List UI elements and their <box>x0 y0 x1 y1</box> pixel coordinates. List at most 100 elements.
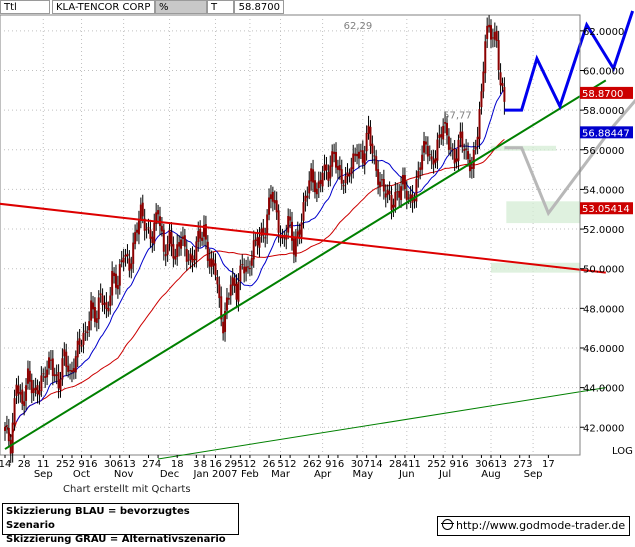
candle-body <box>32 388 35 394</box>
candle-body <box>459 131 462 139</box>
candle-body <box>103 303 106 305</box>
candle-body <box>426 145 429 157</box>
website-link[interactable]: http://www.godmode-trader.de <box>437 516 630 536</box>
candle-body <box>283 237 286 239</box>
x-month-label: Sep <box>34 469 53 480</box>
candle-body <box>465 148 468 150</box>
candle-body <box>145 229 148 231</box>
candle-body <box>444 122 447 124</box>
candle-body <box>488 24 491 28</box>
candle-body <box>224 311 227 332</box>
candle-body <box>497 40 500 71</box>
y-tick-label: 54.0000 <box>583 185 624 196</box>
candle-body <box>191 255 194 263</box>
candle-body <box>147 227 150 229</box>
candle-body <box>172 244 175 259</box>
x-tick-label: 5 <box>277 459 283 470</box>
candle-body <box>365 132 368 152</box>
candle-body <box>113 272 116 277</box>
support-zone <box>506 201 580 224</box>
candle-body <box>373 155 376 157</box>
x-month-label: Jan 2007 <box>192 469 237 480</box>
candle-body <box>208 258 211 267</box>
candle-body <box>455 158 458 162</box>
candle-body <box>99 293 102 296</box>
candle-body <box>371 143 374 154</box>
candle-body <box>7 427 10 442</box>
candle-body <box>499 72 502 86</box>
x-month-label: Mar <box>271 469 291 480</box>
candle-body <box>229 284 232 296</box>
candle-body <box>302 202 305 221</box>
x-tick-label: 11 <box>37 459 50 470</box>
x-month-label: Oct <box>73 469 90 480</box>
candle-body <box>88 321 91 331</box>
x-month-label: Apr <box>314 469 332 480</box>
candle-body <box>155 212 158 224</box>
stock-chart: 62,2957,7762.000060.000058.000056.000054… <box>0 10 635 480</box>
candle-body <box>46 369 49 378</box>
y-tick-label: 48.0000 <box>583 304 624 315</box>
trendline-uptrend <box>4 79 607 450</box>
x-tick-label: 14 <box>0 459 11 470</box>
percent-field: % <box>155 0 207 14</box>
candle-body <box>306 195 309 198</box>
candle-body <box>468 159 471 172</box>
trendline-long-term-uptrend <box>157 387 606 460</box>
x-tick-label: 17 <box>542 459 555 470</box>
x-tick-label: 7 <box>363 459 369 470</box>
chart-credit: Chart erstellt mit Qcharts <box>63 484 191 495</box>
candle-body <box>352 153 355 170</box>
candle-body <box>65 351 68 367</box>
candle-body <box>185 248 188 262</box>
x-tick-label: 25 <box>56 459 69 470</box>
candle-body <box>308 180 311 194</box>
x-month-label: Jul <box>438 469 451 480</box>
candle-body <box>49 359 52 361</box>
candle-body <box>151 236 154 243</box>
x-tick-label: 30 <box>475 459 488 470</box>
support-zone <box>491 145 557 151</box>
candle-body <box>90 300 93 321</box>
x-tick-label: 27 <box>142 459 155 470</box>
candle-body <box>162 229 165 252</box>
x-tick-label: 13 <box>123 459 136 470</box>
candle-body <box>237 281 240 302</box>
x-tick-label: 29 <box>224 459 237 470</box>
candle-body <box>329 165 332 179</box>
candle-body <box>447 136 450 150</box>
candle-body <box>67 365 70 372</box>
x-tick-label: 9 <box>78 459 84 470</box>
candle-body <box>442 125 445 140</box>
candle-body <box>300 222 303 237</box>
plot-area <box>0 14 581 456</box>
candle-body <box>407 197 410 199</box>
y-tick-label: 60.0000 <box>583 66 624 77</box>
x-tick-label: 16 <box>332 459 345 470</box>
candle-body <box>394 191 397 207</box>
candle-body <box>281 237 284 239</box>
candle-body <box>419 167 422 171</box>
candle-body <box>132 242 135 264</box>
x-tick-label: 30 <box>104 459 117 470</box>
x-month-label: May <box>352 469 373 480</box>
legend-blue-scenario: Skizzierung BLAU = bevorzugtes Szenario <box>6 506 190 531</box>
candle-body <box>26 368 29 384</box>
candle-body <box>168 229 171 244</box>
x-month-label: Nov <box>114 469 134 480</box>
candle-body <box>164 254 167 257</box>
x-month-label: Dec <box>160 469 179 480</box>
candle-body <box>105 301 108 309</box>
candle-body <box>403 175 406 190</box>
candle-body <box>178 242 181 247</box>
candle-body <box>359 150 362 152</box>
candle-body <box>212 259 215 266</box>
candle-body <box>130 263 133 269</box>
candle-body <box>354 153 357 156</box>
candle-body <box>401 174 404 185</box>
price-box <box>580 126 633 139</box>
x-tick-label: 6 <box>117 459 123 470</box>
y-tick-label: 56.0000 <box>583 146 624 157</box>
candle-body <box>340 169 343 184</box>
candle-body <box>28 370 31 382</box>
